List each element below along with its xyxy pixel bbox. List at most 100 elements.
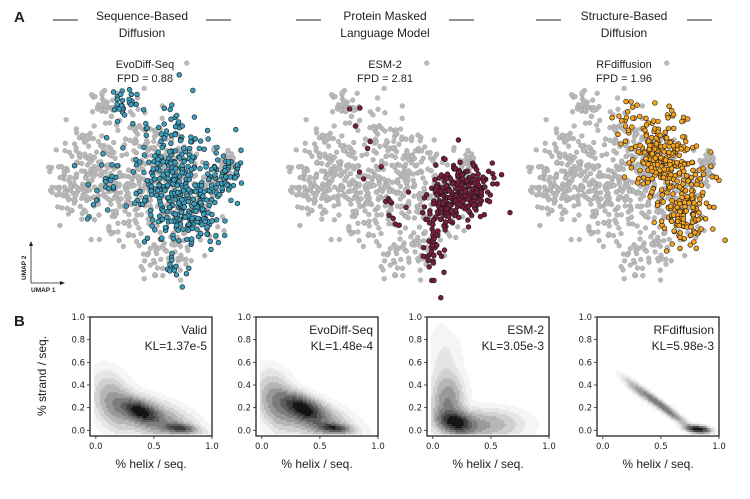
kde-cell <box>286 394 289 397</box>
reference-point <box>126 218 132 224</box>
generated-point <box>462 193 468 199</box>
kde-cell <box>199 426 203 429</box>
generated-point <box>482 184 488 190</box>
kde-cell <box>108 416 111 419</box>
reference-point <box>363 187 369 193</box>
kde-cell <box>114 402 117 405</box>
group-title: Diffusion <box>119 26 165 40</box>
generated-point <box>424 192 430 198</box>
kde-cell <box>266 390 269 393</box>
kde-cell <box>130 384 133 387</box>
reference-point <box>99 90 105 96</box>
generated-point <box>649 151 655 157</box>
kde-cell <box>132 424 136 427</box>
reference-point <box>362 208 368 214</box>
kde-cell <box>268 378 271 381</box>
kde-cell <box>157 414 160 417</box>
generated-point <box>477 197 483 204</box>
kde-cell <box>187 410 190 413</box>
reference-point <box>421 238 427 244</box>
kde-cell <box>189 426 192 429</box>
generated-point <box>227 174 234 180</box>
kde-cell <box>185 414 188 417</box>
kde-cell <box>300 392 304 395</box>
kde-cell <box>116 398 119 401</box>
kde-cell <box>185 410 188 413</box>
kde-cell <box>203 428 207 431</box>
kde-cell <box>181 416 184 419</box>
kde-cell <box>274 364 277 367</box>
kde-cell <box>264 370 267 373</box>
kde-cell <box>304 388 308 391</box>
generated-point <box>224 182 230 188</box>
kde-cell <box>136 414 140 417</box>
generated-point <box>191 201 197 207</box>
umap-plot-evodiff-seq <box>46 60 245 290</box>
kde-plot-evodiff-seq: 0.0 0.5 1.00.00.20.40.60.81.0EvoDiff-SeqKL… <box>237 313 384 471</box>
kde-cell <box>134 404 138 407</box>
reference-point <box>397 183 404 190</box>
kde-cell <box>102 420 105 423</box>
reference-point <box>571 173 577 179</box>
kde-cell <box>268 388 271 391</box>
kde-cell <box>120 422 123 425</box>
reference-point <box>47 169 53 175</box>
kde-cell <box>96 364 99 367</box>
reference-point <box>178 277 184 283</box>
kde-cell <box>207 430 211 433</box>
generated-point <box>168 116 174 122</box>
kde-cell <box>272 392 275 395</box>
reference-point <box>327 187 333 193</box>
kde-cell <box>189 432 192 435</box>
kde-cell <box>140 416 144 419</box>
kde-cell <box>140 420 144 423</box>
reference-point <box>374 212 380 218</box>
group-title: Sequence-Based <box>96 9 188 23</box>
kde-cell <box>134 396 138 399</box>
reference-point <box>542 140 548 146</box>
kde-cell <box>142 406 146 409</box>
reference-point <box>576 212 582 218</box>
kde-cell <box>175 422 178 425</box>
kde-cell <box>183 418 186 421</box>
generated-point <box>191 114 198 120</box>
generated-point <box>507 209 513 216</box>
kde-cell <box>106 364 109 367</box>
reference-point <box>543 117 549 123</box>
generated-point <box>167 261 173 268</box>
kde-cell <box>165 422 168 425</box>
reference-point <box>338 107 344 113</box>
kde-cell <box>104 384 107 387</box>
reference-point <box>132 217 138 223</box>
reference-point <box>571 217 578 223</box>
kde-cell <box>138 390 142 393</box>
kde-cell <box>116 424 119 427</box>
kde-cell <box>96 362 99 365</box>
kde-cell <box>155 432 158 435</box>
kde-cell <box>128 410 131 413</box>
reference-point <box>83 138 89 144</box>
kde-cell <box>284 390 287 393</box>
kde-cell <box>167 406 170 409</box>
kde-cell <box>100 412 103 415</box>
kde-cell <box>98 402 101 405</box>
generated-point <box>155 218 161 225</box>
kde-cell <box>94 406 97 409</box>
kde-cell <box>266 372 269 375</box>
generated-point <box>141 198 148 204</box>
kde-cell <box>161 416 164 419</box>
reference-point <box>630 257 637 264</box>
kde-cell <box>140 408 144 411</box>
generated-point <box>691 239 697 245</box>
kde-cell <box>262 382 265 385</box>
generated-point <box>427 211 433 217</box>
kde-cell <box>132 408 136 411</box>
kde-cell <box>124 430 127 433</box>
kde-cell <box>292 392 295 395</box>
reference-point <box>373 173 379 179</box>
generated-point <box>464 178 470 184</box>
kde-cell <box>132 380 136 383</box>
kde-cell <box>195 426 199 429</box>
kde-cell <box>130 388 133 391</box>
reference-point <box>629 179 636 185</box>
